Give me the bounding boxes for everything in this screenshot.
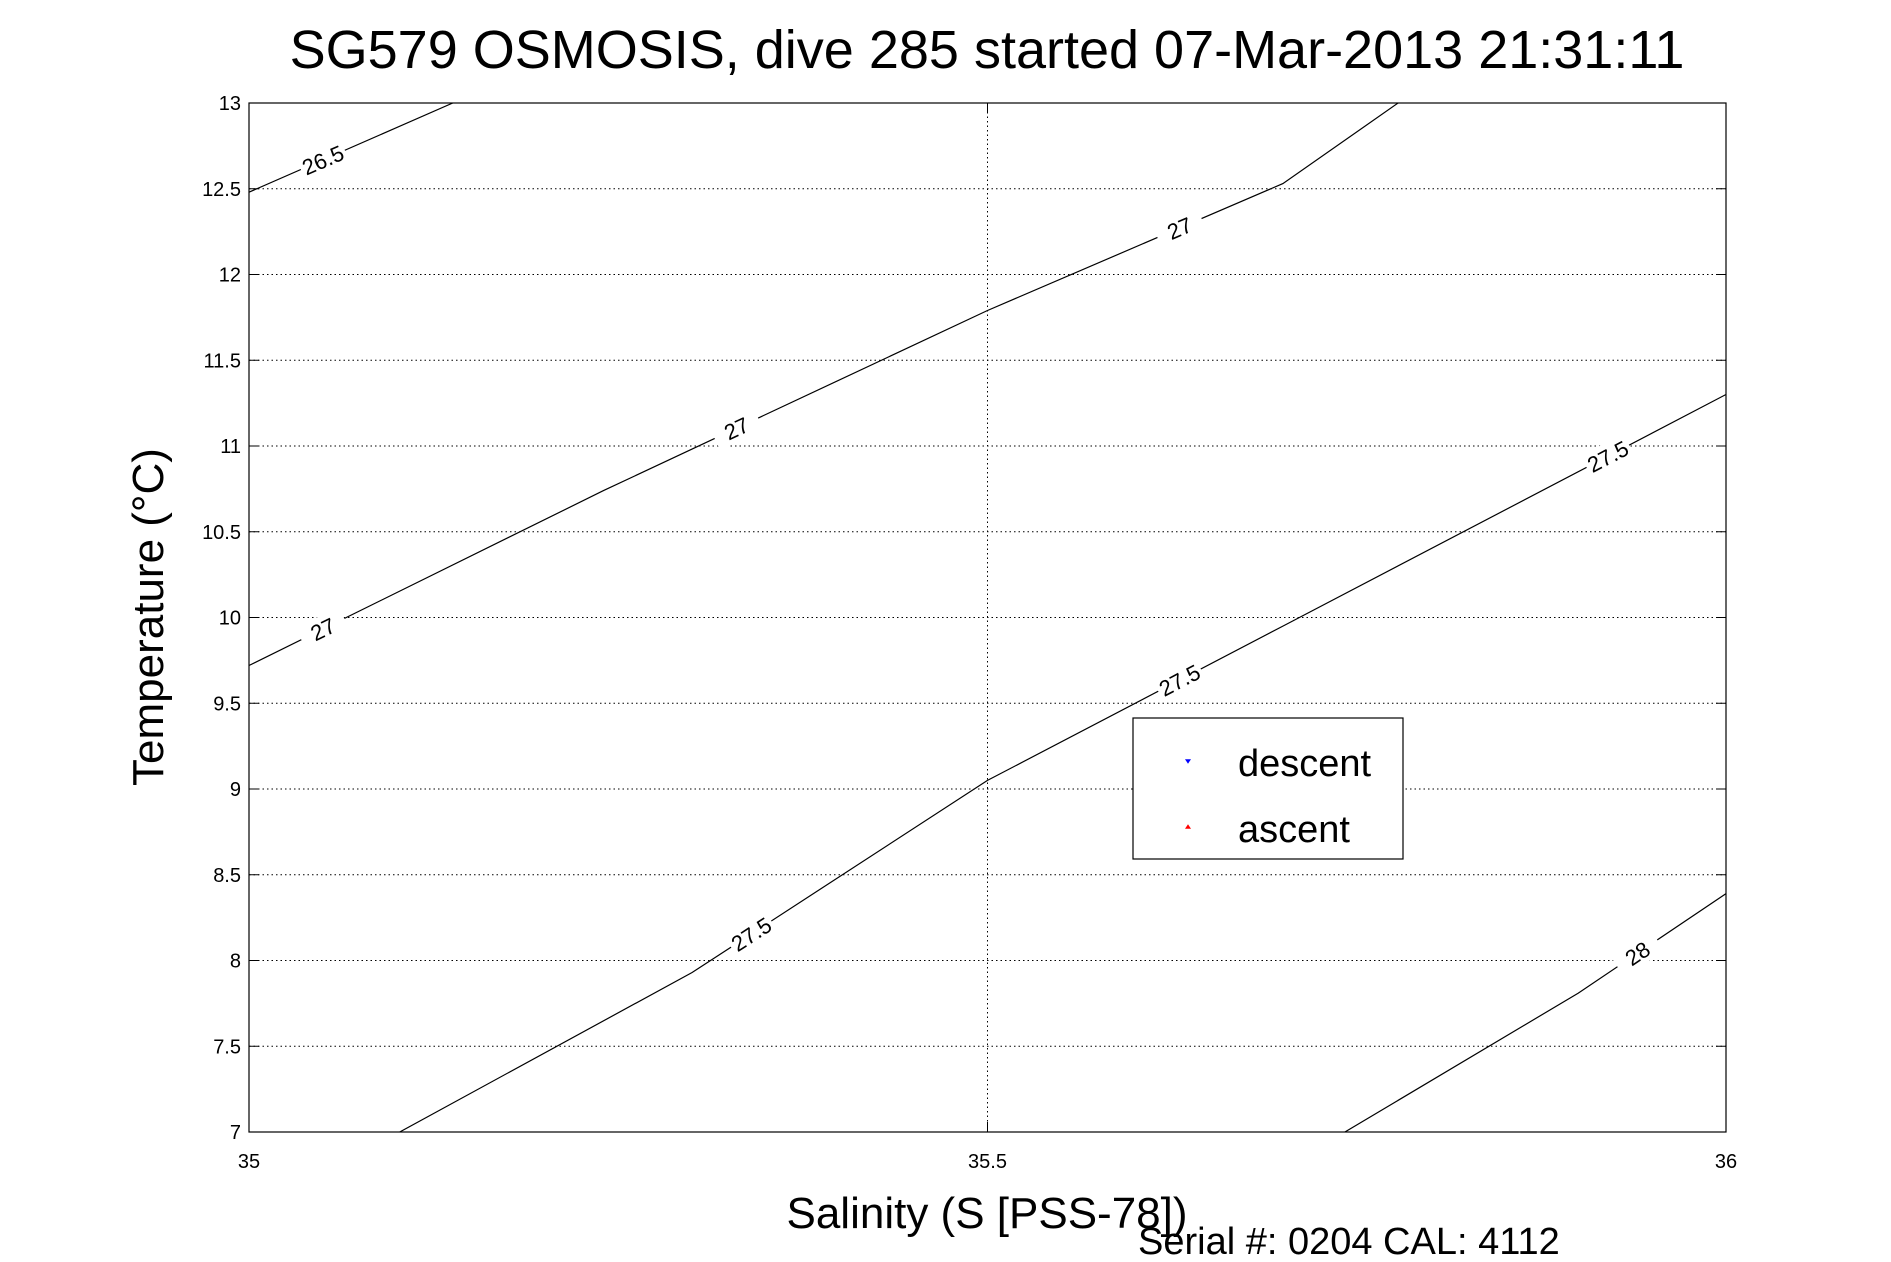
serial-cal-footer: Serial #: 0204 CAL: 4112 (1138, 1221, 1560, 1262)
legend-label-descent: descent (1238, 743, 1372, 785)
descent-point (691, 103, 694, 779)
grid-lines (249, 103, 1726, 1132)
descent-point (765, 103, 768, 780)
x-tick-label: 35 (238, 1151, 260, 1173)
descent-point (684, 103, 687, 780)
legend: descent ascent (1132, 717, 1404, 860)
density-contours (249, 103, 1726, 1132)
contour-sigma-27 (249, 103, 1399, 667)
y-tick-label: 11.5 (204, 350, 241, 372)
contour-label-backdrop (1152, 657, 1207, 703)
descent-point (730, 103, 733, 1019)
y-tick-label: 9 (230, 779, 241, 801)
chart-title: SG579 OSMOSIS, dive 285 started 07-Mar-2… (290, 20, 1685, 80)
contour-label-backdrop (1610, 929, 1665, 978)
contour-sigma-27-5 (399, 393, 1726, 1132)
contour-sigma-26-5 (249, 103, 454, 193)
x-axis-label: Salinity (S [PSS-78]) (786, 1189, 1187, 1238)
legend-marker-ascent (1185, 824, 1191, 829)
x-axis-ticks: 35 35.5 36 (238, 103, 1737, 1173)
series-descent (556, 103, 1210, 1093)
contour-label-backdrop (295, 606, 351, 652)
y-tick-label: 7 (230, 1122, 241, 1144)
descent-point (858, 103, 861, 847)
descent-point (801, 103, 804, 961)
data-series (556, 103, 1210, 1093)
descent-point (690, 103, 693, 872)
contour-label-backdrop (1152, 206, 1207, 250)
y-tick-label: 7.5 (213, 1036, 241, 1058)
y-tick-label: 8 (230, 951, 241, 973)
legend-box (1132, 717, 1404, 860)
descent-point (820, 103, 823, 950)
x-tick-label: 35.5 (968, 1151, 1007, 1173)
x-tick-label: 36 (1715, 1151, 1737, 1173)
y-tick-label: 9.5 (213, 693, 241, 715)
y-tick-label: 11 (220, 436, 241, 458)
descent-point (729, 103, 732, 722)
y-axis-ticks: 7 7.5 8 8.5 9 9.5 10 10.5 11 11.5 12 12.5 13 (202, 93, 1726, 1144)
legend-label-ascent: ascent (1238, 809, 1350, 851)
legend-marker-descent (1185, 759, 1191, 764)
contour-sigma-28 (1344, 893, 1726, 1132)
y-tick-label: 10.5 (202, 522, 241, 544)
contour-label-backdrop (1580, 433, 1636, 479)
descent-point (697, 103, 700, 903)
contour-label-backdrop (723, 910, 779, 959)
y-tick-label: 12.5 (202, 179, 241, 201)
y-axis-label: Temperature (°C) (124, 448, 173, 786)
contour-label-backdrop (295, 138, 351, 182)
contour-label-backdrop (709, 406, 764, 451)
y-tick-label: 8.5 (213, 865, 241, 887)
descent-point (963, 103, 965, 478)
y-tick-label: 13 (219, 93, 241, 115)
y-tick-label: 12 (219, 265, 241, 287)
y-tick-label: 10 (219, 608, 241, 630)
